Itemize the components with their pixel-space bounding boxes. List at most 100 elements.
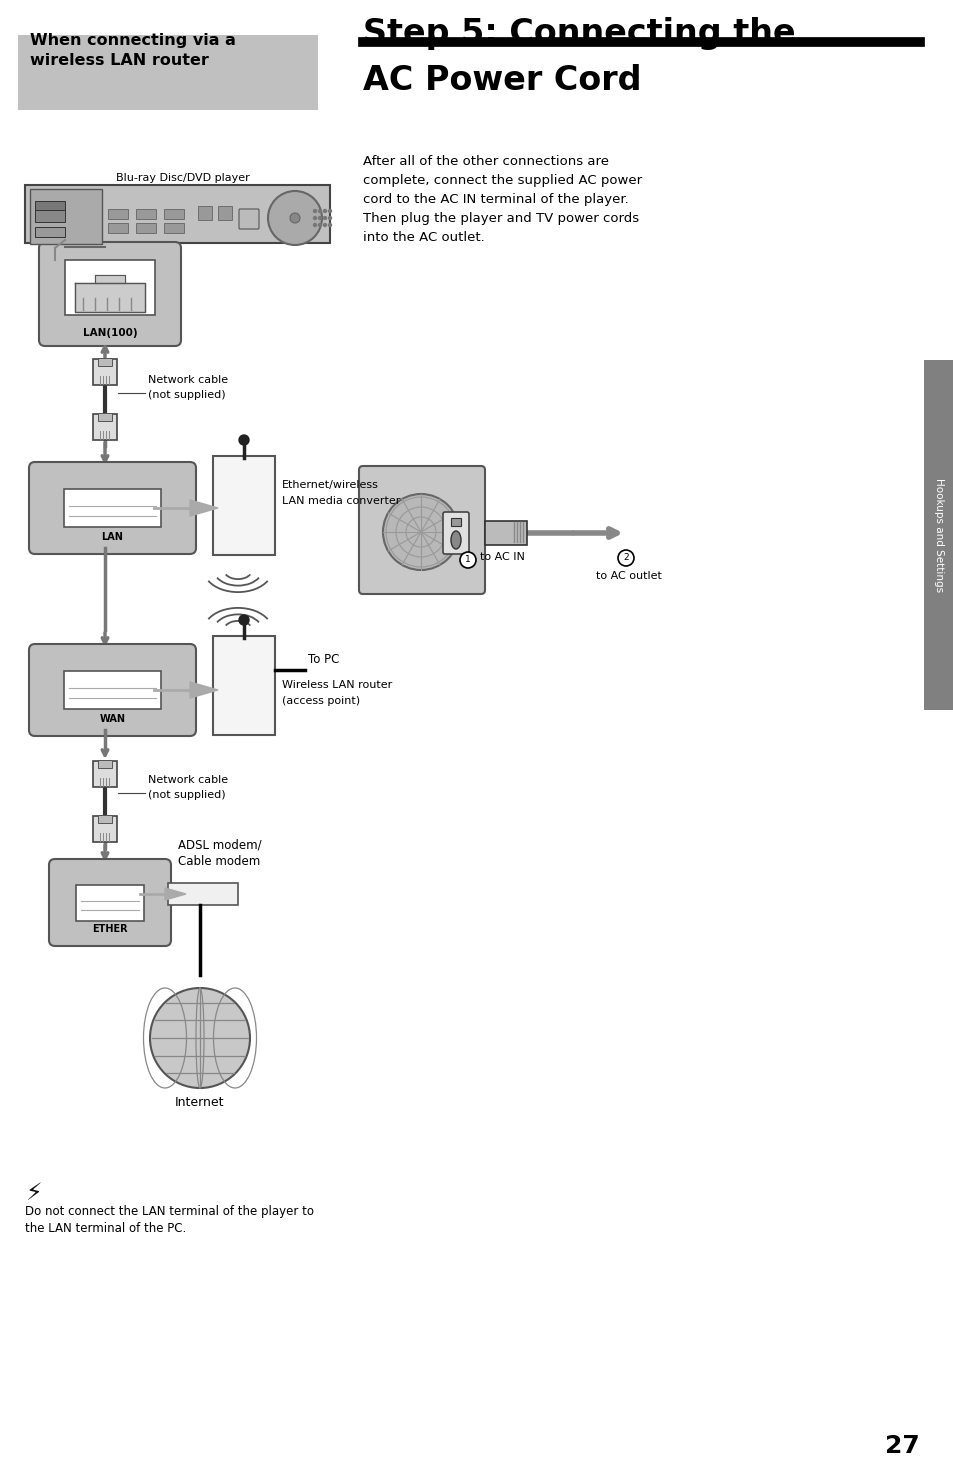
FancyBboxPatch shape	[164, 222, 184, 233]
Text: to AC outlet: to AC outlet	[596, 571, 661, 581]
Text: LAN media converter: LAN media converter	[282, 495, 400, 506]
Circle shape	[239, 615, 249, 624]
FancyBboxPatch shape	[358, 466, 484, 595]
Circle shape	[150, 988, 250, 1089]
FancyBboxPatch shape	[39, 242, 181, 346]
FancyBboxPatch shape	[65, 489, 160, 526]
FancyBboxPatch shape	[92, 414, 117, 440]
Text: LAN: LAN	[101, 532, 123, 541]
Circle shape	[323, 217, 326, 219]
FancyBboxPatch shape	[29, 644, 195, 736]
FancyBboxPatch shape	[484, 521, 526, 544]
FancyBboxPatch shape	[76, 884, 144, 921]
FancyBboxPatch shape	[213, 636, 274, 736]
FancyBboxPatch shape	[29, 463, 195, 555]
FancyBboxPatch shape	[92, 816, 117, 842]
Polygon shape	[190, 500, 218, 516]
Circle shape	[382, 494, 458, 569]
Text: When connecting via a: When connecting via a	[30, 33, 235, 47]
Text: Hookups and Settings: Hookups and Settings	[933, 478, 943, 592]
FancyBboxPatch shape	[30, 188, 102, 245]
Text: to AC IN: to AC IN	[479, 552, 524, 562]
Text: (access point): (access point)	[282, 696, 359, 706]
Text: (not supplied): (not supplied)	[148, 790, 226, 799]
Text: WAN: WAN	[99, 713, 126, 724]
FancyBboxPatch shape	[198, 206, 212, 219]
Circle shape	[323, 224, 326, 227]
Circle shape	[318, 209, 321, 212]
FancyBboxPatch shape	[92, 359, 117, 386]
FancyBboxPatch shape	[451, 518, 460, 526]
Circle shape	[239, 435, 249, 445]
Circle shape	[328, 209, 331, 212]
FancyBboxPatch shape	[239, 209, 258, 228]
Circle shape	[318, 224, 321, 227]
FancyBboxPatch shape	[164, 209, 184, 219]
Text: 2: 2	[622, 553, 628, 562]
Circle shape	[268, 191, 322, 245]
FancyBboxPatch shape	[136, 209, 156, 219]
Circle shape	[314, 217, 316, 219]
FancyBboxPatch shape	[98, 357, 112, 366]
Text: Then plug the player and TV power cords: Then plug the player and TV power cords	[363, 212, 639, 225]
FancyBboxPatch shape	[35, 202, 65, 211]
Text: ⚡: ⚡	[25, 1180, 42, 1206]
Text: ADSL modem/: ADSL modem/	[178, 839, 261, 853]
Text: complete, connect the supplied AC power: complete, connect the supplied AC power	[363, 174, 641, 187]
FancyBboxPatch shape	[168, 882, 237, 905]
Circle shape	[459, 552, 476, 568]
FancyBboxPatch shape	[213, 455, 274, 555]
Text: (not supplied): (not supplied)	[148, 390, 226, 400]
Text: After all of the other connections are: After all of the other connections are	[363, 156, 608, 168]
FancyBboxPatch shape	[25, 185, 330, 243]
FancyBboxPatch shape	[65, 260, 154, 314]
Polygon shape	[165, 888, 186, 900]
Text: Cable modem: Cable modem	[178, 856, 260, 868]
FancyBboxPatch shape	[108, 222, 128, 233]
Text: AC Power Cord: AC Power Cord	[363, 64, 640, 96]
Text: Network cable: Network cable	[148, 375, 228, 386]
Ellipse shape	[451, 531, 460, 549]
Text: Blu-ray Disc/DVD player: Blu-ray Disc/DVD player	[116, 174, 250, 182]
Circle shape	[318, 217, 321, 219]
Text: the LAN terminal of the PC.: the LAN terminal of the PC.	[25, 1222, 186, 1235]
Polygon shape	[95, 274, 125, 283]
Circle shape	[328, 217, 331, 219]
Circle shape	[314, 209, 316, 212]
Text: LAN(100): LAN(100)	[83, 328, 137, 338]
FancyBboxPatch shape	[35, 227, 65, 237]
FancyBboxPatch shape	[218, 206, 232, 219]
FancyBboxPatch shape	[136, 222, 156, 233]
Circle shape	[314, 224, 316, 227]
Bar	[18, 36, 317, 110]
FancyBboxPatch shape	[65, 670, 160, 709]
FancyBboxPatch shape	[49, 859, 171, 946]
Polygon shape	[75, 283, 145, 311]
FancyBboxPatch shape	[98, 412, 112, 421]
Text: Wireless LAN router: Wireless LAN router	[282, 681, 392, 690]
Text: wireless LAN router: wireless LAN router	[30, 53, 209, 68]
Text: Network cable: Network cable	[148, 776, 228, 785]
Text: into the AC outlet.: into the AC outlet.	[363, 231, 484, 245]
Text: Step 5: Connecting the: Step 5: Connecting the	[363, 16, 795, 50]
Text: ETHER: ETHER	[92, 924, 128, 934]
Bar	[923, 360, 953, 710]
Text: 27: 27	[884, 1434, 919, 1458]
Circle shape	[618, 550, 634, 567]
FancyBboxPatch shape	[108, 209, 128, 219]
Circle shape	[328, 224, 331, 227]
Text: 1: 1	[465, 556, 471, 565]
Text: Ethernet/wireless: Ethernet/wireless	[282, 480, 378, 489]
Text: Internet: Internet	[175, 1096, 225, 1109]
FancyBboxPatch shape	[98, 816, 112, 823]
FancyBboxPatch shape	[35, 208, 65, 222]
FancyBboxPatch shape	[442, 512, 469, 555]
Circle shape	[323, 209, 326, 212]
Text: cord to the AC IN terminal of the player.: cord to the AC IN terminal of the player…	[363, 193, 628, 206]
FancyBboxPatch shape	[98, 759, 112, 768]
Circle shape	[290, 214, 299, 222]
Text: Do not connect the LAN terminal of the player to: Do not connect the LAN terminal of the p…	[25, 1206, 314, 1218]
FancyBboxPatch shape	[92, 761, 117, 787]
Polygon shape	[190, 682, 218, 698]
Text: To PC: To PC	[308, 653, 339, 666]
